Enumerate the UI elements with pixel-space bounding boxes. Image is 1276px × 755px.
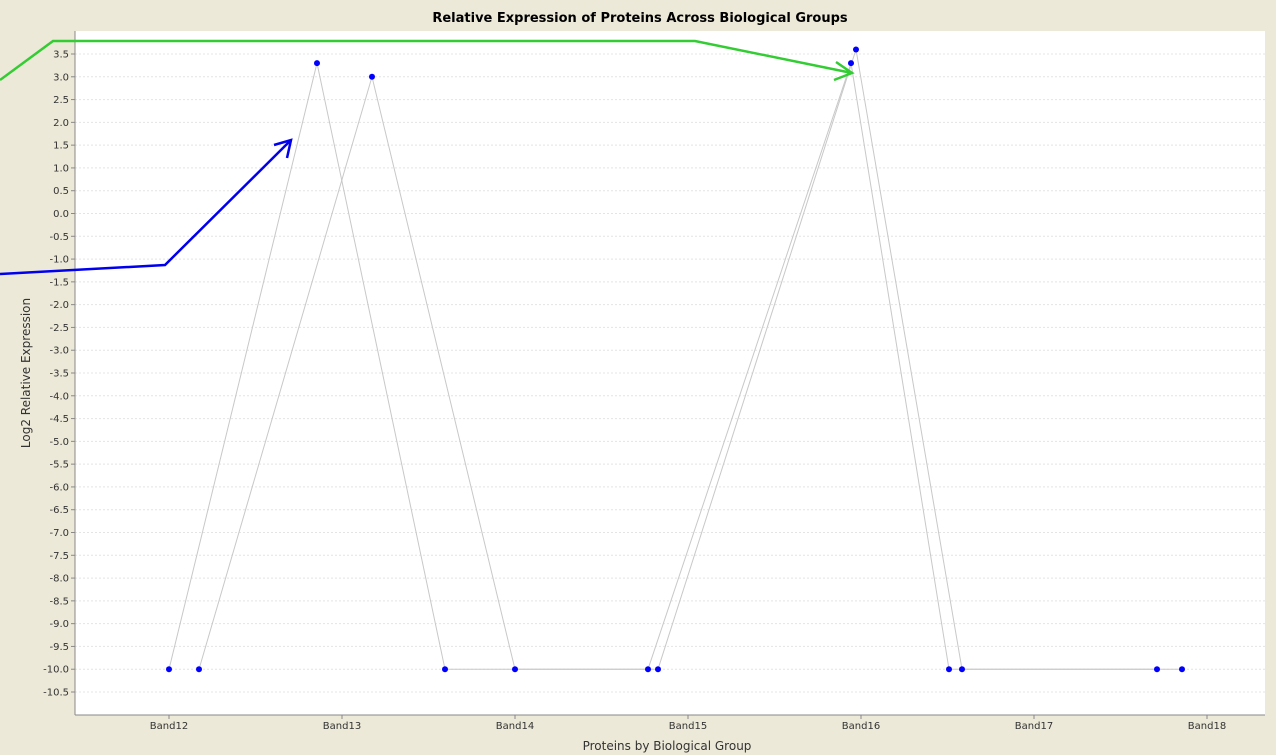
y-tick-label: -7.0	[49, 528, 69, 539]
y-tick-label: -7.5	[49, 551, 69, 562]
y-tick-label: -0.5	[49, 232, 69, 243]
y-tick-label: -4.5	[49, 414, 69, 425]
x-axis-label: Proteins by Biological Group	[583, 739, 752, 753]
data-point	[1154, 666, 1160, 673]
x-tick-label: Band17	[1015, 721, 1053, 732]
y-axis-ticks: 3.5 3.0 2.5 2.0 1.5 1.0 0.5 0.0 -0.5 -1.0 -1.5 -2.0…	[43, 50, 75, 699]
y-tick-label: -9.5	[49, 642, 69, 653]
annotations	[0, 39, 855, 276]
y-tick-label: 2.0	[53, 118, 69, 129]
x-tick-label: Band18	[1188, 721, 1226, 732]
y-tick-label: -10.0	[43, 665, 69, 676]
y-tick-label: -5.5	[49, 460, 69, 471]
chart-title: Relative Expression of Proteins Across B…	[432, 11, 848, 26]
series	[166, 46, 1185, 673]
y-tick-label: -5.0	[49, 437, 69, 448]
y-tick-label: -4.0	[49, 391, 69, 402]
y-axis-label: Log2 Relative Expression	[19, 298, 33, 448]
data-point	[655, 666, 661, 673]
y-tick-label: 1.0	[53, 163, 69, 174]
data-point	[166, 666, 172, 673]
y-tick-label: 0.0	[53, 209, 69, 220]
data-point	[442, 666, 448, 673]
x-tick-label: Band14	[496, 721, 534, 732]
blue-arrow	[0, 139, 292, 276]
y-tick-label: -9.0	[49, 619, 69, 630]
y-tick-label: -2.5	[49, 323, 69, 334]
green-arrowhead	[833, 60, 855, 82]
data-point	[196, 666, 202, 673]
y-tick-label: -6.5	[49, 505, 69, 516]
data-point	[1179, 666, 1185, 673]
y-tick-label: 0.5	[53, 186, 69, 197]
x-tick-label: Band12	[150, 721, 188, 732]
y-tick-label: -1.5	[49, 277, 69, 288]
data-point	[314, 60, 320, 67]
y-tick-label: 1.5	[53, 141, 69, 152]
blue-arrowhead	[273, 138, 293, 159]
y-tick-label: 3.5	[53, 50, 69, 61]
x-tick-label: Band15	[669, 721, 707, 732]
data-point	[645, 666, 651, 673]
data-point	[512, 666, 518, 673]
data-point	[959, 666, 965, 673]
data-point	[853, 46, 859, 53]
y-tick-label: -6.0	[49, 482, 69, 493]
y-tick-label: 2.5	[53, 95, 69, 106]
y-tick-label: -3.5	[49, 369, 69, 380]
x-tick-label: Band13	[323, 721, 361, 732]
y-tick-label: -10.5	[43, 688, 69, 699]
data-point	[848, 60, 854, 67]
data-point	[369, 73, 375, 80]
y-tick-label: -8.0	[49, 574, 69, 585]
y-tick-label: -1.0	[49, 255, 69, 266]
data-point	[946, 666, 952, 673]
y-tick-label: -8.5	[49, 596, 69, 607]
x-axis-ticks: Band12 Band13 Band14 Band15 Band16 Band17 Band…	[150, 715, 1226, 732]
y-tick-label: 3.0	[53, 72, 69, 83]
x-tick-label: Band16	[842, 721, 880, 732]
green-arrow	[0, 39, 853, 82]
plot-area	[75, 31, 1265, 715]
y-tick-label: -3.0	[49, 346, 69, 357]
y-tick-label: -2.0	[49, 300, 69, 311]
